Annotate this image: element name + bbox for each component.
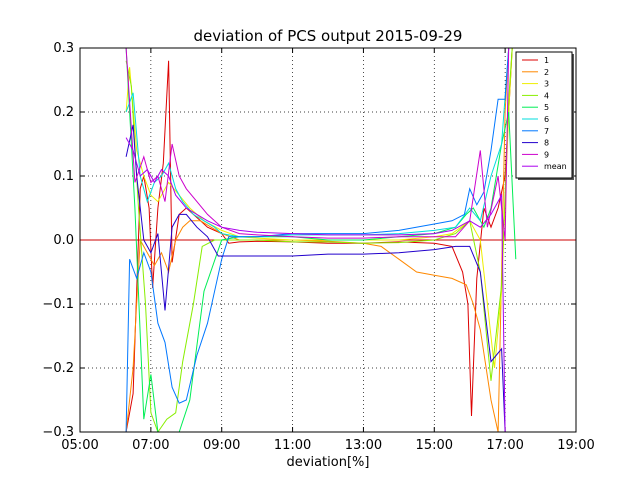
x-tick-label: 09:00 (203, 438, 240, 453)
y-tick-label: 0.1 (53, 169, 74, 184)
series-line-8 (125, 124, 506, 432)
series-line-mean (125, 137, 506, 432)
legend: 1 2 3 4 5 6 7 8 9 mean (515, 51, 574, 180)
series-line-9 (125, 48, 510, 241)
x-axis-label: deviation[%] (287, 455, 370, 470)
x-tick-label: 17:00 (486, 438, 523, 453)
chart-title: deviation of PCS output 2015-09-29 (194, 27, 463, 45)
y-tick-label: −0.1 (42, 297, 74, 312)
series-line-4 (125, 48, 513, 432)
plot-frame (79, 47, 577, 433)
axis-ticks: 05:00 07:00 09:00 11:00 13:00 15:00 17:00 19:00… (42, 41, 594, 453)
legend-label-3: 3 (544, 80, 549, 89)
legend-label-2: 2 (544, 68, 549, 77)
series-line-6 (125, 48, 510, 238)
x-tick-label: 15:00 (416, 438, 453, 453)
legend-label-7: 7 (544, 127, 549, 136)
legend-label-6: 6 (544, 115, 549, 124)
y-tick-label: 0.2 (53, 105, 74, 120)
series-line-3 (125, 48, 513, 369)
x-tick-label: 07:00 (132, 438, 169, 453)
x-tick-label: 13:00 (345, 438, 382, 453)
y-tick-label: −0.2 (42, 361, 74, 376)
y-tick-label: 0.3 (53, 41, 74, 56)
legend-label-mean: mean (544, 162, 567, 171)
series-line-7 (125, 48, 510, 432)
legend-label-1: 1 (544, 56, 549, 65)
legend-label-9: 9 (544, 150, 549, 159)
legend-label-4: 4 (544, 91, 549, 100)
series-line-5 (125, 48, 517, 432)
x-tick-label: 19:00 (557, 438, 594, 453)
y-tick-label: 0.0 (53, 233, 74, 248)
x-tick-label: 05:00 (61, 438, 98, 453)
y-tick-label: −0.3 (42, 425, 74, 440)
legend-label-8: 8 (544, 139, 549, 148)
legend-label-5: 5 (544, 103, 549, 112)
legend-box (515, 51, 573, 179)
series-area (125, 48, 517, 432)
x-tick-label: 11:00 (274, 438, 311, 453)
